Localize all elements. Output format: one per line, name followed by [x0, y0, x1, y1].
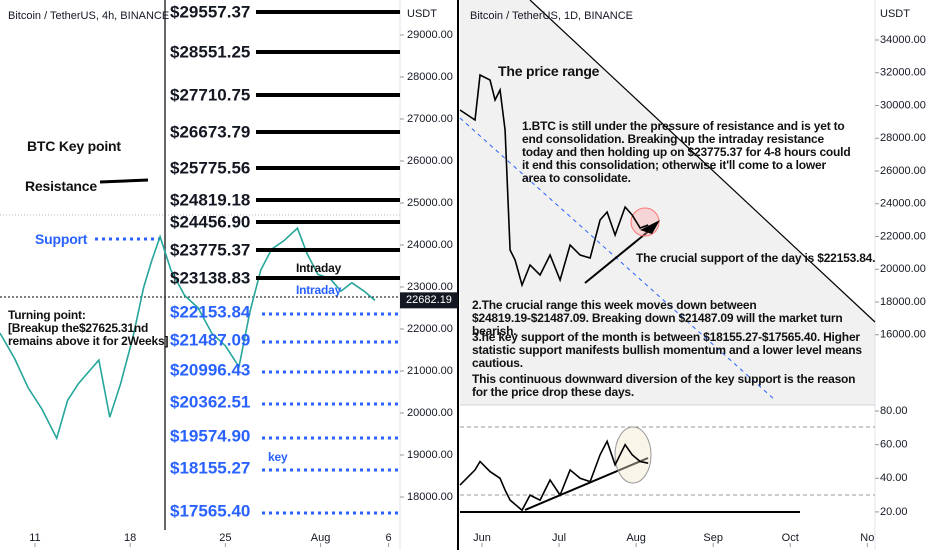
y-tick-label: 21000.00	[407, 365, 453, 377]
support-line	[584, 229, 651, 284]
last-price-tag	[400, 292, 458, 309]
annotation: Support	[35, 231, 88, 247]
arrow	[640, 220, 660, 234]
y-tick-label: 18000.00	[407, 491, 453, 503]
axis-label: USDT	[407, 8, 437, 20]
annotation: BTC Key point	[27, 138, 121, 154]
x-tick-label: Aug	[311, 532, 331, 544]
y-tick-label: 19000.00	[407, 449, 453, 461]
annotation: Intraday	[296, 261, 342, 275]
annotation: 1.BTC is still under the pressure of res…	[522, 119, 851, 185]
y-tick-label: 28000.00	[880, 132, 926, 144]
y-tick-label: 22000.00	[407, 323, 453, 335]
resistance-label: $24456.90	[170, 212, 250, 231]
x-tick-label: 6	[386, 532, 392, 544]
x-tick-label: 11	[29, 532, 40, 544]
y-tick-label: 34000.00	[880, 34, 926, 46]
x-tick-label: 25	[219, 532, 231, 544]
x-tick-label: No	[860, 532, 874, 544]
support-label: $19574.90	[170, 426, 250, 445]
x-tick-label: Oct	[782, 532, 799, 544]
resistance-label: $24819.18	[170, 190, 250, 209]
x-tick-label: Jul	[552, 532, 566, 544]
price-line	[459, 73, 649, 288]
chart-title: Bitcoin / TetherUS, 4h, BINANCE	[8, 10, 169, 22]
annotation: Turning point: [Breakup the$27625.31nd r…	[8, 309, 168, 348]
resistance-label: $26673.79	[170, 122, 250, 141]
y-tick-label: 20000.00	[407, 407, 453, 419]
annotation-line: remains above it for 2Weeks]	[8, 334, 169, 348]
support-label: $21487.09	[170, 330, 250, 349]
resistance-label: $28551.25	[170, 42, 250, 61]
last-price-label: 22682.19	[406, 294, 452, 306]
resistance-label: $23138.83	[170, 268, 250, 287]
resistance-label: $29557.37	[170, 2, 250, 21]
annotation: The crucial support of the day is $22153…	[636, 251, 876, 265]
price-line	[0, 226, 376, 441]
trend-line	[529, 0, 876, 323]
y-tick-label: 20.00	[880, 506, 908, 518]
annotation: Intraday	[296, 283, 342, 297]
y-tick-label: 22000.00	[880, 230, 926, 242]
y-tick-label: 24000.00	[407, 239, 453, 251]
x-tick-label: Aug	[626, 532, 646, 544]
y-tick-label: 24000.00	[880, 198, 926, 210]
annotation-line: Turning point:	[8, 308, 86, 322]
y-tick-label: 28000.00	[407, 71, 453, 83]
axis-label: USDT	[880, 8, 910, 20]
trend-line	[459, 117, 776, 401]
y-tick-label: 18000.00	[880, 296, 926, 308]
chart-title: Bitcoin / TetherUS, 1D, BINANCE	[470, 10, 633, 22]
y-tick-label: 26000.00	[407, 155, 453, 167]
support-label: $20362.51	[170, 392, 250, 411]
x-tick-label: 18	[124, 532, 136, 544]
highlight	[630, 207, 660, 237]
y-tick-label: 80.00	[880, 405, 908, 417]
annotation: key	[268, 450, 288, 464]
resistance-label: $25775.56	[170, 158, 250, 177]
support-label: $17565.40	[170, 501, 250, 520]
y-tick-label: 23000.00	[407, 281, 453, 293]
y-tick-label: 32000.00	[880, 67, 926, 79]
y-tick-label: 30000.00	[880, 99, 926, 111]
annotation-line: [Breakup the$27625.31nd	[8, 321, 149, 335]
annotation: This continuous downward diversion of th…	[472, 372, 856, 399]
price-line	[459, 439, 649, 512]
y-tick-label: 20000.00	[880, 263, 926, 275]
annotation: The price range	[498, 63, 600, 79]
y-tick-label: 29000.00	[407, 29, 453, 41]
x-tick-label: Sep	[703, 532, 723, 544]
x-tick-label: Jun	[473, 532, 491, 544]
marker-line	[99, 178, 149, 184]
rsi-trend	[524, 457, 649, 511]
annotation: Resistance	[25, 178, 97, 194]
support-label: $22153.84	[170, 302, 251, 321]
y-tick-label: 26000.00	[880, 165, 926, 177]
y-tick-label: 27000.00	[407, 113, 453, 125]
resistance-label: $23775.37	[170, 240, 250, 259]
annotation: 2.The crucial range this week moves down…	[472, 298, 843, 338]
annotation: 3.he key support of the month is between…	[472, 330, 862, 370]
y-tick-label: 25000.00	[407, 197, 453, 209]
resistance-label: $27710.75	[170, 85, 250, 104]
y-tick-label: 60.00	[880, 439, 908, 451]
y-tick-label: 16000.00	[880, 329, 926, 341]
support-label: $18155.27	[170, 458, 250, 477]
support-label: $20996.43	[170, 360, 250, 379]
y-tick-label: 40.00	[880, 472, 908, 484]
shaded-zone	[460, 0, 875, 405]
